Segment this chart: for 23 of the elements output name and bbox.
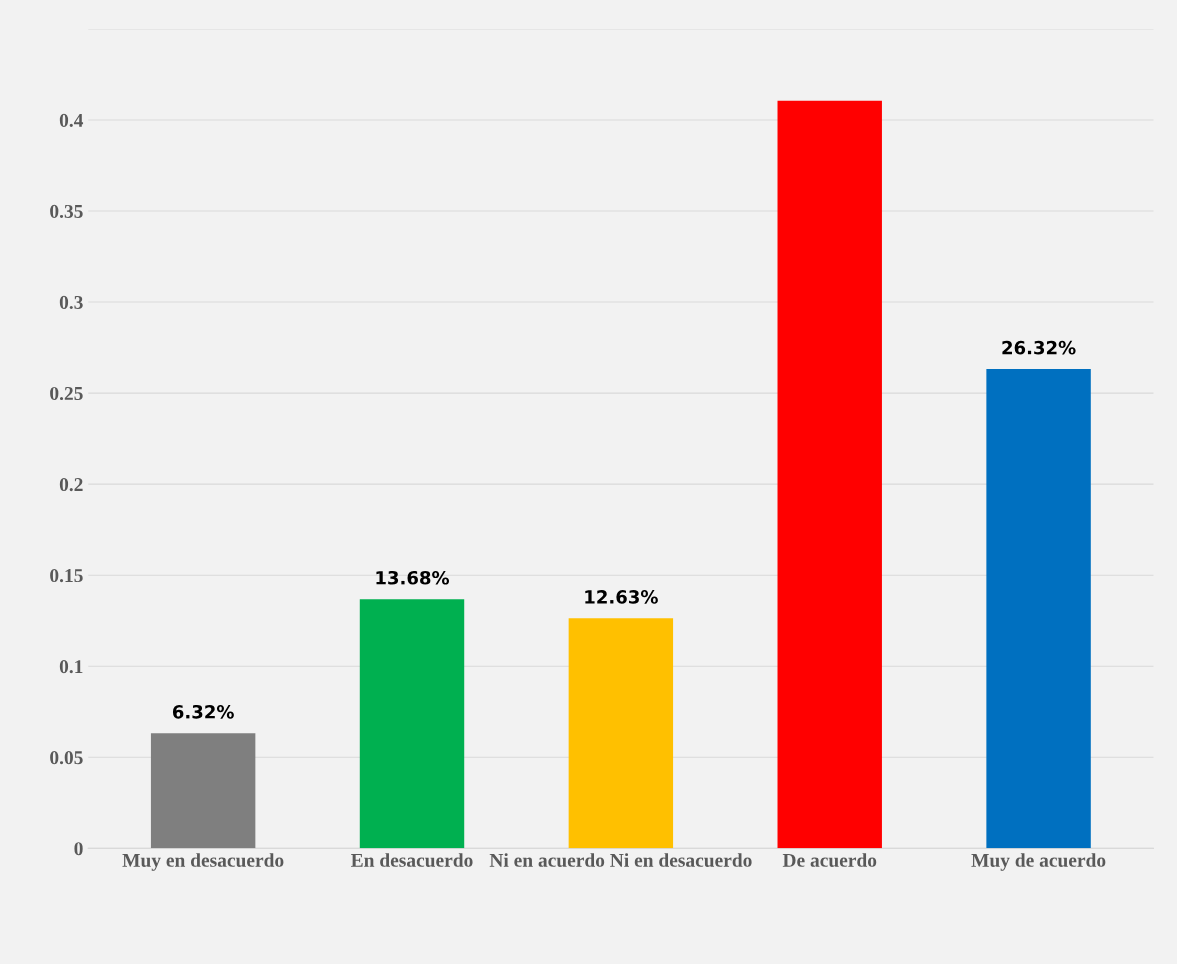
x-tick-label: En desacuerdo — [351, 853, 473, 867]
y-tick-label: 0.3 — [59, 295, 83, 310]
bar — [986, 369, 1091, 849]
x-tick-label: Ni en acuerdo Ni en desacuerdo — [489, 853, 752, 867]
bar — [777, 100, 882, 849]
y-tick-label: 0.2 — [59, 477, 83, 492]
y-tick-label: 0.1 — [59, 660, 83, 674]
bar — [359, 599, 465, 849]
x-tick-label: De acuerdo — [782, 853, 877, 867]
y-tick-label: 0.35 — [50, 204, 83, 219]
x-tick-label: Muy de acuerdo — [971, 853, 1106, 871]
y-tick-label: 0.05 — [50, 751, 83, 765]
bar — [150, 733, 256, 849]
data-label: 13.68% — [376, 570, 450, 585]
bar — [568, 618, 674, 849]
data-label: 6.32% — [172, 704, 234, 719]
x-tick-label: Muy en desacuerdo — [122, 853, 284, 871]
data-label: 26.32% — [1002, 340, 1076, 355]
data-label: 12.63% — [585, 590, 658, 604]
y-tick-label: 0.25 — [50, 386, 83, 401]
y-tick-label: 0.4 — [59, 113, 84, 127]
y-tick-label: 0 — [74, 842, 83, 856]
y-tick-label: 0.15 — [50, 569, 83, 583]
